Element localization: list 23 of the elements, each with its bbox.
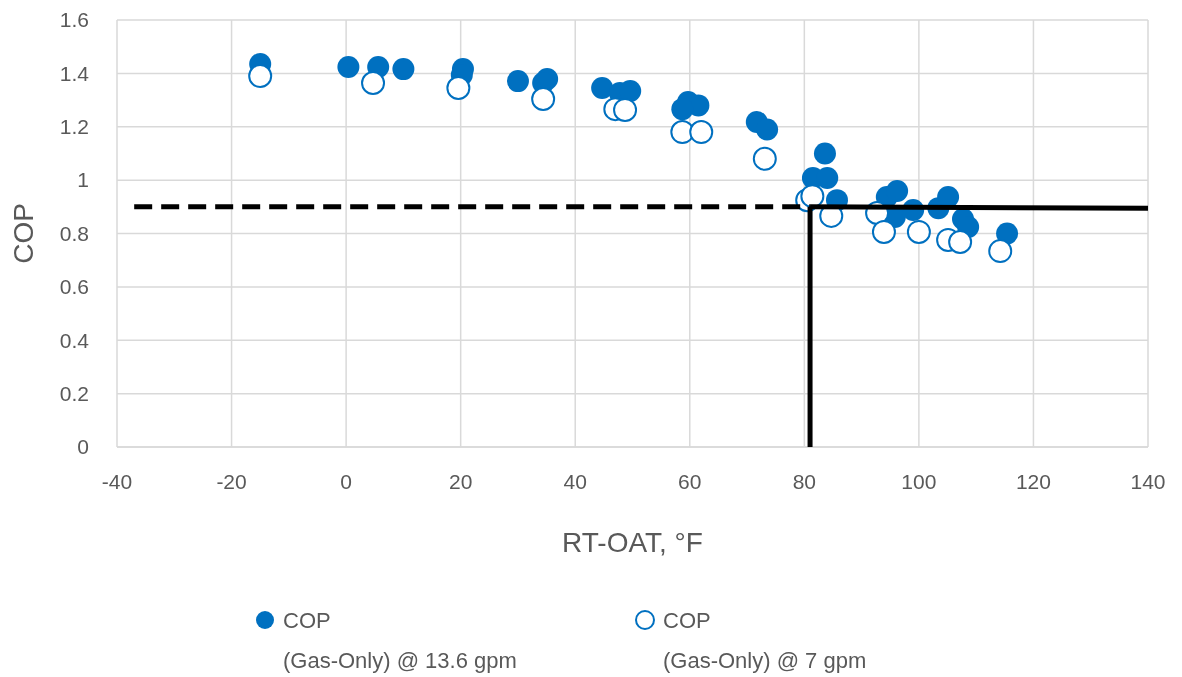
x-tick-label: 0 <box>340 470 352 493</box>
y-tick-label: 0.4 <box>59 328 90 352</box>
x-tick-label: -40 <box>101 470 133 493</box>
x-axis-title: RT-OAT, °F <box>562 527 703 558</box>
y-tick-label: 1 <box>77 168 89 192</box>
x-tick-label: 40 <box>563 470 587 493</box>
y-tick-label: 0.6 <box>59 275 89 299</box>
y-tick-label: 1.2 <box>59 115 89 139</box>
y-tick-label: 0.2 <box>59 381 89 405</box>
x-tick-label: 60 <box>678 470 702 493</box>
y-axis-title: COP <box>8 203 39 264</box>
legend-label: COP (Gas-Only) @ 13.6 gpm <box>283 607 517 673</box>
x-tick-label: 140 <box>1130 470 1166 493</box>
x-tick-label: 20 <box>448 470 473 493</box>
x-tick-label: 120 <box>1015 470 1051 493</box>
legend-label: COP (Gas-Only) @ 7 gpm <box>663 607 867 673</box>
y-tick-label: 1.4 <box>59 61 90 85</box>
x-tick-label: 100 <box>901 470 937 493</box>
y-tick-label: 1.6 <box>59 8 89 32</box>
y-tick-label: 0 <box>77 435 89 459</box>
x-tick-label: -20 <box>216 470 247 493</box>
x-tick-label: 80 <box>792 470 817 493</box>
y-tick-label: 0.8 <box>59 221 89 245</box>
